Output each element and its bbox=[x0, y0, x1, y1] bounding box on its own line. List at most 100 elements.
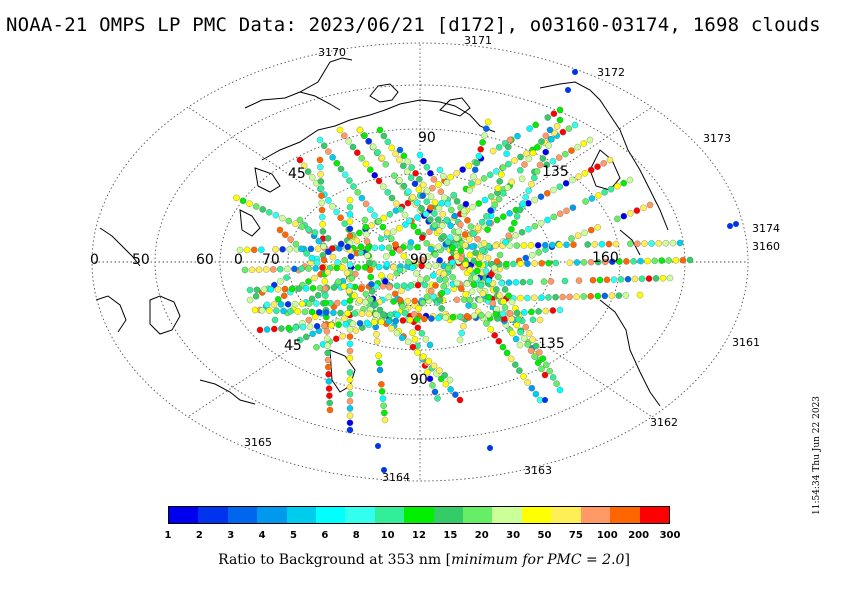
pmc-point bbox=[271, 281, 278, 289]
pmc-point bbox=[492, 242, 499, 250]
pmc-point bbox=[448, 206, 455, 214]
pmc-point bbox=[537, 193, 545, 200]
pmc-point bbox=[447, 386, 454, 393]
colorbar-swatch bbox=[492, 507, 522, 523]
grid-label: 0 bbox=[234, 252, 243, 268]
pmc-point bbox=[488, 271, 495, 278]
pmc-point bbox=[325, 378, 333, 385]
pmc-point bbox=[313, 300, 320, 307]
pmc-point bbox=[339, 332, 346, 340]
pmc-point bbox=[367, 296, 374, 303]
pmc-point bbox=[485, 277, 492, 284]
pmc-point bbox=[525, 155, 533, 163]
pmc-point bbox=[480, 175, 488, 182]
pmc-point bbox=[422, 210, 430, 218]
pmc-point bbox=[640, 204, 647, 212]
pmc-point bbox=[309, 330, 316, 338]
pmc-point bbox=[319, 228, 327, 235]
pmc-point bbox=[323, 335, 331, 342]
pmc-point bbox=[549, 374, 557, 381]
pmc-point bbox=[392, 150, 399, 158]
pmc-point bbox=[456, 313, 464, 320]
pmc-point bbox=[442, 380, 450, 388]
pmc-point bbox=[512, 361, 519, 368]
pmc-point bbox=[606, 156, 614, 164]
pmc-point bbox=[347, 427, 353, 433]
pmc-point bbox=[429, 293, 437, 301]
pmc-point bbox=[542, 307, 549, 315]
pmc-point bbox=[350, 183, 357, 190]
pmc-point bbox=[587, 226, 595, 234]
pmc-point bbox=[432, 262, 439, 269]
pmc-point bbox=[466, 187, 473, 194]
coastline bbox=[199, 379, 256, 405]
pmc-point bbox=[419, 234, 426, 241]
pmc-point bbox=[539, 355, 547, 362]
pmc-point bbox=[412, 170, 419, 177]
pmc-point bbox=[519, 200, 527, 207]
pmc-point bbox=[435, 205, 443, 212]
pmc-point bbox=[385, 318, 392, 325]
pmc-point bbox=[549, 307, 557, 314]
colorbar-tick-label: 12 bbox=[412, 530, 426, 541]
pmc-point bbox=[641, 240, 648, 247]
pmc-point bbox=[306, 300, 313, 307]
pmc-point bbox=[436, 296, 444, 304]
pmc-point bbox=[527, 347, 535, 354]
pmc-point bbox=[601, 189, 608, 196]
pmc-point bbox=[440, 173, 447, 180]
pmc-point bbox=[300, 162, 308, 170]
pmc-point bbox=[438, 222, 446, 229]
pmc-point bbox=[538, 365, 545, 373]
pmc-point bbox=[439, 210, 447, 218]
pmc-point bbox=[733, 221, 739, 227]
pmc-point bbox=[343, 269, 351, 277]
pmc-point bbox=[334, 259, 341, 266]
pmc-point bbox=[398, 334, 406, 342]
pmc-point bbox=[550, 110, 558, 117]
pmc-point bbox=[525, 225, 532, 233]
pmc-point bbox=[322, 292, 329, 299]
pmc-point bbox=[422, 335, 430, 343]
pmc-point bbox=[413, 270, 420, 277]
pmc-point bbox=[381, 409, 388, 417]
pmc-point bbox=[419, 192, 427, 199]
pmc-point bbox=[427, 193, 435, 200]
pmc-point bbox=[474, 224, 482, 232]
pmc-point bbox=[438, 305, 445, 312]
pmc-point bbox=[411, 180, 419, 188]
pmc-point bbox=[465, 302, 472, 309]
pmc-point bbox=[531, 222, 539, 230]
pmc-point bbox=[528, 181, 535, 188]
pmc-point bbox=[607, 185, 615, 193]
pmc-point bbox=[400, 182, 408, 190]
pmc-point bbox=[531, 353, 538, 360]
pmc-point bbox=[378, 272, 385, 279]
pmc-point bbox=[356, 229, 363, 237]
pmc-point bbox=[390, 228, 397, 235]
pmc-point bbox=[312, 265, 319, 272]
pmc-point bbox=[609, 258, 616, 265]
pmc-point bbox=[337, 309, 344, 317]
pmc-point bbox=[368, 288, 376, 295]
pmc-point bbox=[295, 285, 303, 292]
pmc-point bbox=[406, 316, 414, 324]
pmc-point bbox=[382, 253, 390, 260]
pmc-point bbox=[492, 311, 499, 318]
pmc-point bbox=[574, 232, 582, 239]
grid-label: 0 bbox=[90, 252, 99, 268]
pmc-point bbox=[375, 177, 383, 185]
pmc-point bbox=[648, 240, 655, 247]
pmc-point bbox=[256, 326, 264, 334]
pmc-point bbox=[498, 279, 505, 287]
pmc-point bbox=[317, 171, 324, 178]
pmc-point bbox=[346, 218, 354, 225]
pmc-point bbox=[325, 363, 332, 371]
pmc-point bbox=[308, 174, 316, 181]
colorbar-tick-label: 8 bbox=[352, 530, 360, 541]
pmc-point bbox=[324, 248, 332, 256]
pmc-point bbox=[396, 224, 403, 232]
pmc-point bbox=[508, 178, 516, 186]
pmc-point bbox=[496, 178, 503, 185]
pmc-point bbox=[575, 173, 582, 180]
